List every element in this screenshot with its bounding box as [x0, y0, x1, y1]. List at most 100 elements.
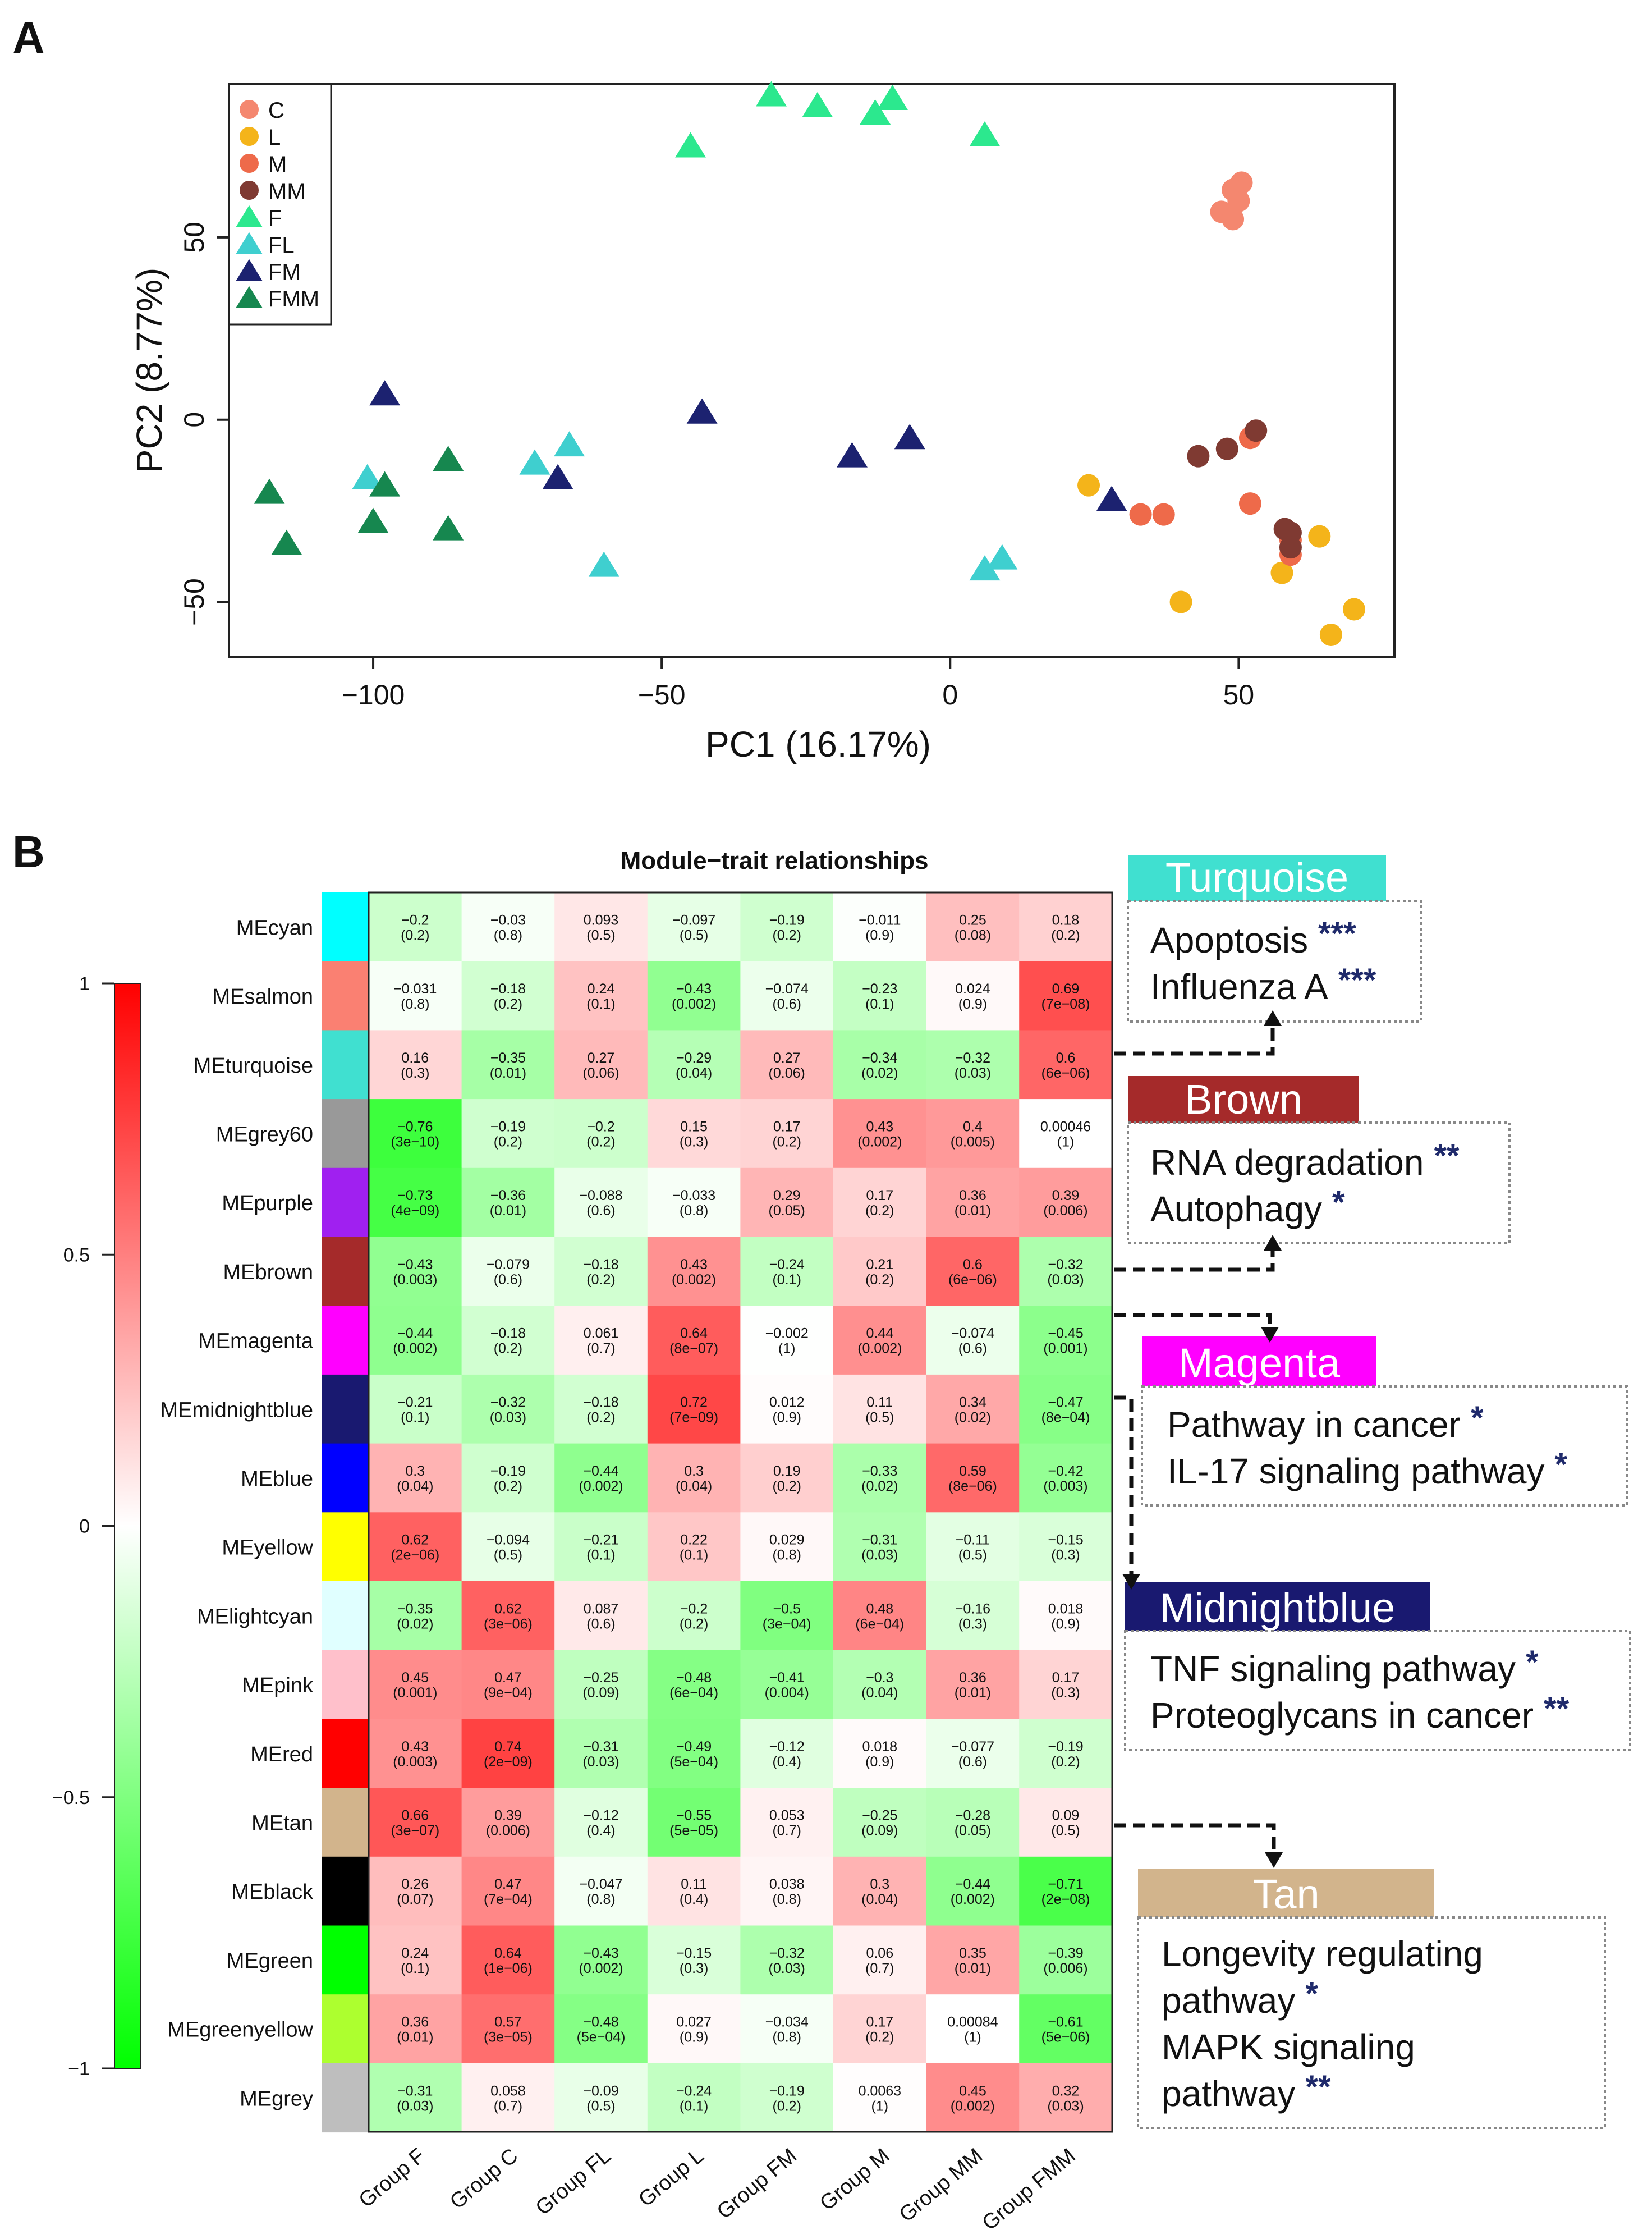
annotation-line: Autophagy * — [1150, 1184, 1345, 1229]
cell-correlation: −0.15 — [1048, 1532, 1083, 1548]
cell-correlation: 0.17 — [1052, 1670, 1080, 1686]
annotation-title: Brown — [1185, 1076, 1302, 1123]
cell-correlation: 0.59 — [959, 1463, 986, 1479]
significance-stars: *** — [1338, 962, 1376, 999]
cell-pvalue: (0.02) — [861, 1065, 898, 1081]
heatmap-cell — [554, 1925, 648, 1995]
cell-pvalue: (4e−09) — [391, 1203, 439, 1219]
annotation-header — [1138, 1869, 1434, 1917]
cell-correlation: 0.36 — [401, 2014, 429, 2030]
cell-correlation: 0.012 — [769, 1394, 805, 1410]
annotation-line: RNA degradation ** — [1150, 1138, 1460, 1183]
module-swatch-mecyan — [322, 892, 369, 962]
cell-correlation: −0.45 — [1048, 1326, 1083, 1341]
module-swatch-megreenyellow — [322, 1994, 369, 2064]
cell-pvalue: (0.003) — [1043, 1478, 1087, 1494]
heatmap-cell — [926, 1374, 1020, 1444]
module-label: MElightcyan — [197, 1605, 313, 1628]
point-fmm — [433, 515, 464, 541]
cell-correlation: −0.48 — [676, 1670, 712, 1686]
legend-label: FMM — [268, 287, 319, 312]
annotation-line: Proteoglycans in cancer ** — [1150, 1691, 1570, 1736]
pathway-name: MAPK signaling — [1162, 2027, 1415, 2067]
cell-pvalue: (9e−04) — [484, 1685, 533, 1701]
cell-pvalue: (0.1) — [680, 2098, 708, 2114]
cell-pvalue: (5e−06) — [1041, 2030, 1090, 2045]
y-axis-label: PC2 (8.77%) — [129, 268, 169, 473]
cell-pvalue: (0.2) — [772, 1478, 801, 1494]
heatmap-cell — [1019, 1306, 1113, 1375]
cell-correlation: −0.079 — [487, 1257, 530, 1272]
cell-correlation: −0.43 — [397, 1257, 433, 1272]
module-label: MEblack — [231, 1880, 314, 1904]
heatmap-cell — [369, 1925, 462, 1995]
cell-pvalue: (0.3) — [1051, 1547, 1080, 1563]
heatmap-cell — [461, 1237, 555, 1306]
heatmap-cell — [926, 1581, 1020, 1651]
heatmap-cell — [461, 892, 555, 962]
point-c — [1227, 189, 1250, 212]
cell-pvalue: (6e−06) — [1041, 1065, 1090, 1081]
cell-pvalue: (0.09) — [861, 1823, 898, 1838]
pathway-name: Influenza A — [1150, 967, 1328, 1007]
module-swatch-mesalmon — [322, 961, 369, 1031]
heatmap-cell — [740, 1237, 834, 1306]
cell-correlation: −0.18 — [583, 1394, 618, 1410]
point-m — [1152, 503, 1175, 526]
module-swatch-mebrown — [322, 1237, 369, 1306]
cell-correlation: −0.002 — [765, 1326, 809, 1341]
heatmap-cell — [647, 1719, 741, 1788]
annotation-header — [1128, 1076, 1359, 1123]
heatmap-cell — [833, 1167, 927, 1237]
cell-pvalue: (0.9) — [680, 2030, 708, 2045]
cell-correlation: −0.21 — [583, 1532, 618, 1548]
pathway-name: TNF signaling pathway — [1150, 1649, 1516, 1689]
pathway-name: Autophagy — [1150, 1189, 1322, 1229]
cell-correlation: −0.3 — [866, 1670, 893, 1686]
heatmap-cell — [833, 1856, 927, 1926]
cell-correlation: 0.44 — [866, 1326, 893, 1341]
point-fm — [369, 380, 401, 406]
heatmap-cell — [833, 1994, 927, 2064]
cell-pvalue: (0.8) — [772, 1547, 801, 1563]
heatmap-cell — [369, 1856, 462, 1926]
heatmap-cell — [369, 1374, 462, 1444]
heatmap-cell — [369, 1719, 462, 1788]
cell-correlation: 0.62 — [494, 1601, 522, 1617]
connector-midnightblue — [1114, 1395, 1134, 1577]
point-fm — [686, 398, 718, 424]
heatmap-cell — [926, 1512, 1020, 1582]
cell-pvalue: (6e−04) — [669, 1685, 718, 1701]
cell-pvalue: (0.04) — [676, 1478, 712, 1494]
cell-pvalue: (8e−04) — [1041, 1409, 1090, 1425]
heatmap-cell — [461, 1856, 555, 1926]
cell-pvalue: (0.02) — [861, 1478, 898, 1494]
panel-b-letter: B — [12, 827, 45, 877]
cell-correlation: −0.41 — [769, 1670, 805, 1686]
cell-correlation: −0.19 — [1048, 1739, 1083, 1755]
heatmap-cell — [647, 1856, 741, 1926]
cell-correlation: 0.64 — [494, 1945, 522, 1961]
cell-pvalue: (0.08) — [955, 927, 991, 943]
cell-correlation: 0.17 — [866, 2014, 893, 2030]
heatmap-cell — [1019, 1856, 1113, 1926]
cell-correlation: −0.32 — [1048, 1257, 1083, 1272]
cell-pvalue: (1e−06) — [484, 1961, 533, 1976]
cell-pvalue: (8e−07) — [669, 1341, 718, 1357]
heatmap-cell — [926, 1443, 1020, 1513]
point-fl — [986, 544, 1018, 570]
legend-marker-fl — [236, 232, 263, 254]
annotation-box — [1141, 1385, 1628, 1507]
cell-pvalue: (0.8) — [401, 996, 429, 1012]
cell-pvalue: (0.1) — [401, 1961, 429, 1976]
arrowhead-midnightblue — [1122, 1574, 1140, 1590]
cell-correlation: −0.19 — [490, 1463, 526, 1479]
point-m — [1238, 492, 1261, 515]
cell-pvalue: (0.2) — [1051, 1754, 1080, 1770]
cell-correlation: −0.43 — [676, 981, 712, 997]
cell-correlation: 0.093 — [584, 912, 619, 928]
module-swatch-melightcyan — [322, 1581, 369, 1651]
connector-magenta — [1114, 1313, 1272, 1330]
annotation-box — [1137, 1916, 1606, 2129]
